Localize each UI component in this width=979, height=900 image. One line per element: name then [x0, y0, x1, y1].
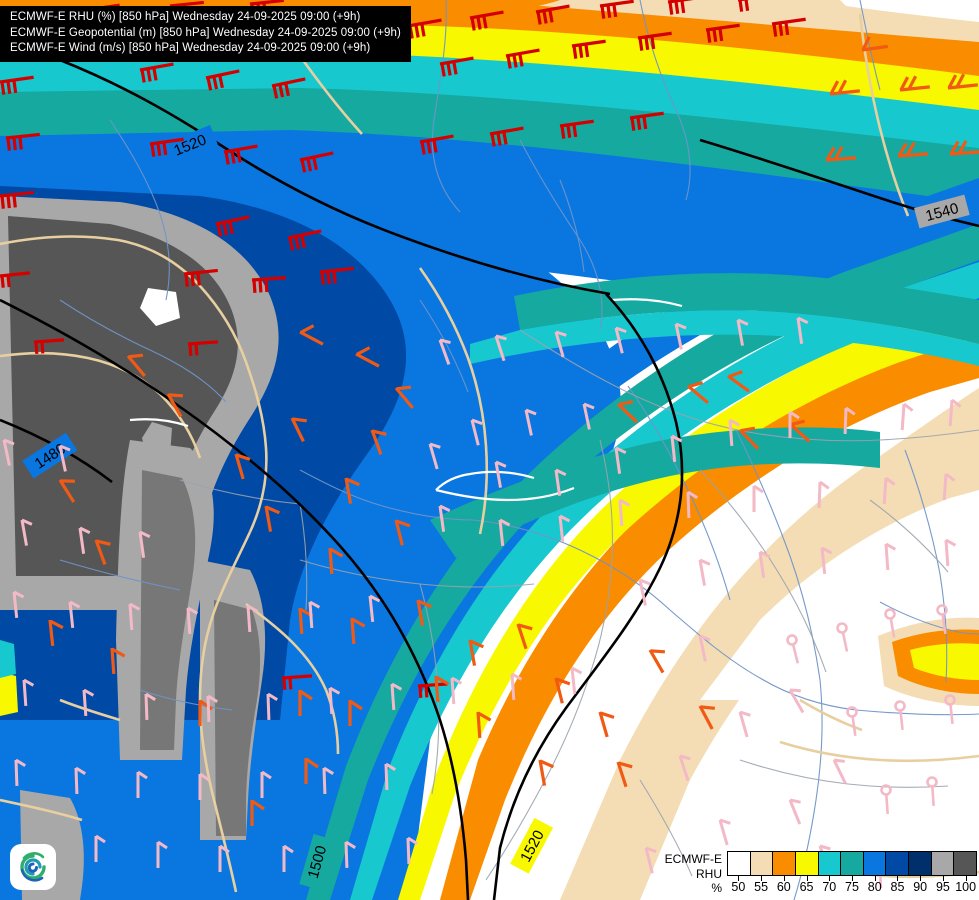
- legend-tick-100: 100: [955, 880, 977, 894]
- legend-swatch-80-85[interactable]: [886, 852, 910, 875]
- legend-tick-mark: [942, 876, 944, 881]
- legend-tick-95: 95: [935, 880, 950, 894]
- color-scale-legend[interactable]: ECMWF-E RHU % 50 55 60 65 70 75 80 85 90 95 100: [657, 845, 979, 900]
- legend-scale: 50 55 60 65 70 75 80 85 90 95 100: [727, 851, 977, 896]
- map-title-overlay: ECMWF-E RHU (%) [850 hPa] Wednesday 24-0…: [0, 6, 411, 62]
- legend-swatch-65-70[interactable]: [818, 852, 842, 875]
- legend-model: ECMWF-E: [664, 852, 722, 866]
- legend-tick-labels: 50 55 60 65 70 75 80 85 90 95 100: [727, 876, 977, 896]
- legend-parameter: RHU: [696, 866, 722, 881]
- legend-swatch-95-100[interactable]: [954, 852, 977, 875]
- legend-tick-mark: [897, 876, 899, 881]
- legend-swatch-<50[interactable]: [728, 852, 751, 875]
- legend-tick-65: 65: [799, 880, 814, 894]
- river-network: [59, 0, 979, 900]
- legend-tick-mark: [783, 876, 785, 881]
- legend-swatch-85-90[interactable]: [909, 852, 932, 875]
- title-line-wind: ECMWF-E Wind (m/s) [850 hPa] Wednesday 2…: [10, 42, 371, 54]
- geopotential-contours: [0, 58, 979, 900]
- spiral-icon: [20, 852, 46, 882]
- legend-tick-80: 80: [867, 880, 882, 894]
- legend-tick-mark: [738, 876, 740, 881]
- legend-tick-mark: [920, 876, 922, 881]
- title-line-geop: ECMWF-E Geopotential (m) [850 hPa] Wedne…: [10, 26, 401, 39]
- legend-tick-60: 60: [776, 880, 791, 894]
- legend-tick-85: 85: [890, 880, 905, 894]
- contour-labels: 1520 1540 1480 1500 1520: [22, 125, 970, 890]
- legend-caption: ECMWF-E RHU %: [665, 851, 722, 896]
- legend-tick-90: 90: [913, 880, 928, 894]
- legend-color-bar[interactable]: [727, 851, 977, 876]
- legend-tick-mark: [829, 876, 831, 881]
- legend-swatch-70-75[interactable]: [841, 852, 864, 875]
- legend-tick-mark: [852, 876, 853, 881]
- inland-water-outline: [129, 298, 683, 502]
- legend-tick-75: 75: [845, 880, 859, 894]
- legend-tick-70: 70: [822, 880, 837, 894]
- legend-tick-55: 55: [754, 880, 769, 894]
- legend-swatch-60-65[interactable]: [795, 852, 819, 875]
- logo-plate: [10, 844, 56, 890]
- legend-tick-mark: [965, 876, 967, 881]
- legend-tick-50: 50: [731, 880, 746, 894]
- legend-swatch-50-55[interactable]: [750, 852, 774, 875]
- title-line-rhu: ECMWF-E RHU (%) [850 hPa] Wednesday 24-0…: [10, 11, 361, 23]
- legend-tick-mark: [761, 876, 763, 881]
- legend-swatch-55-60[interactable]: [773, 852, 796, 875]
- admin-borders: [179, 329, 979, 881]
- legend-swatch-75-80[interactable]: [863, 852, 887, 875]
- legend-swatch-90-95[interactable]: [931, 852, 955, 875]
- legend-unit: %: [711, 881, 722, 895]
- spiral-logo[interactable]: [10, 844, 56, 890]
- legend-tick-mark: [806, 876, 808, 881]
- legend-tick-mark: [874, 876, 876, 881]
